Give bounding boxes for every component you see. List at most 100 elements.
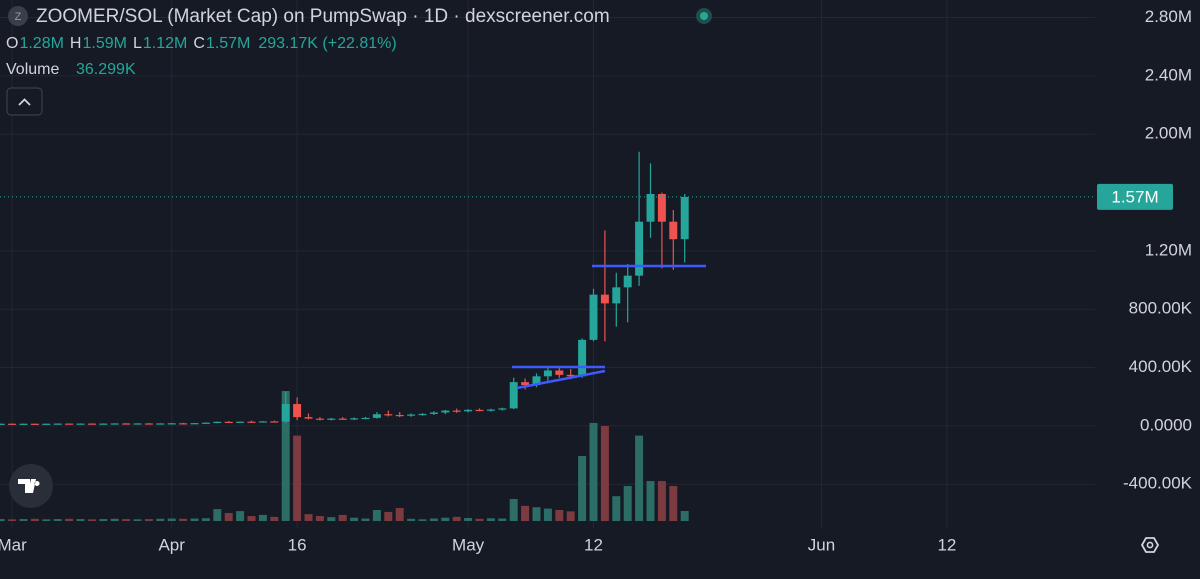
candle-body (201, 422, 210, 424)
volume-bar (407, 518, 416, 521)
candle-body (167, 423, 176, 425)
volume-bar (441, 517, 450, 521)
volume-bar (270, 516, 279, 521)
candle-body (395, 414, 404, 417)
volume-bar (42, 519, 51, 521)
volume-bar (156, 518, 165, 521)
candle-body (646, 193, 655, 222)
volume-bar (236, 511, 245, 521)
collapse-button[interactable] (6, 87, 43, 116)
volume-bar (612, 496, 621, 521)
candle-body (258, 421, 267, 423)
candle-body (429, 412, 438, 414)
caret-icon (18, 98, 31, 106)
volume-bar (293, 435, 302, 521)
candle-body (532, 376, 541, 386)
volume-bar (589, 422, 598, 521)
candle-body (281, 404, 290, 422)
candle-body (247, 421, 256, 423)
volume-bar (543, 508, 552, 521)
volume-bar (327, 517, 336, 521)
legend-key: O (6, 35, 18, 52)
candle-body (236, 421, 245, 423)
volume-value: 36.299K (76, 61, 136, 78)
volume-bar (475, 518, 484, 521)
candle-body (589, 294, 598, 340)
candle-body (76, 423, 85, 425)
candle-body (441, 410, 450, 413)
candle-body (190, 423, 199, 425)
volume-bar (566, 511, 575, 521)
candle-body (53, 423, 62, 425)
volume-bar (190, 518, 199, 521)
volume-bar (76, 519, 85, 521)
x-tick-label: Jun (808, 535, 835, 554)
legend-key: C (193, 35, 205, 52)
candle-body (30, 423, 39, 425)
settings-icon[interactable] (1140, 537, 1160, 553)
volume-bar (338, 514, 347, 521)
candle-body (144, 423, 153, 425)
volume-bar (110, 518, 119, 521)
candle-body (543, 370, 552, 377)
legend-value: 1.57M (206, 35, 250, 52)
candle-body (133, 423, 142, 425)
y-tick-label: 1.20M (1145, 240, 1192, 259)
settings-icon-center (1146, 541, 1154, 549)
legend-key: H (70, 35, 82, 52)
volume-bar (669, 486, 678, 521)
volume-bar (395, 508, 404, 521)
candle-body (350, 418, 359, 420)
candle-body (99, 423, 108, 425)
grid (0, 0, 1095, 528)
candle-body (65, 423, 74, 425)
legend-key: L (133, 35, 142, 52)
candle-body (623, 275, 632, 288)
status-dot (700, 12, 708, 20)
x-tick-label: Mar (0, 535, 27, 554)
volume-bar (0, 519, 5, 521)
y-tick-label: 2.40M (1145, 65, 1192, 84)
candle-body (555, 370, 564, 375)
x-tick-label: Apr (158, 535, 185, 554)
legend-value: 1.28M (19, 35, 63, 52)
volume-bar (201, 518, 210, 521)
volume-bar (133, 519, 142, 521)
candle-body (270, 421, 279, 423)
volume-bar (578, 456, 587, 521)
source-icon (8, 6, 28, 26)
candle-body (122, 423, 131, 425)
x-tick-label: 16 (288, 535, 307, 554)
y-tick-label: -400.00K (1123, 474, 1193, 493)
volume-bar (521, 505, 530, 521)
candle-body (224, 421, 233, 424)
volume-bar (532, 507, 541, 521)
volume-bar (555, 509, 564, 521)
legend-value: 1.59M (82, 35, 126, 52)
candle-body (464, 409, 473, 412)
trendline (516, 369, 606, 390)
source-icon-letter: Z (15, 11, 22, 23)
volume-bar (384, 511, 393, 521)
change-value: 293.17K (+22.81%) (258, 35, 396, 52)
candle-body (293, 404, 302, 418)
candle-body (680, 196, 689, 240)
candle-body (486, 409, 495, 411)
candle-body (509, 382, 518, 409)
volume-bar (213, 509, 222, 521)
last-price-label: 1.57M (1111, 187, 1158, 206)
candle-body (566, 374, 575, 377)
volume-bar (429, 518, 438, 521)
candle-body (657, 193, 666, 222)
volume-bar (452, 516, 461, 521)
volume-bar (350, 517, 359, 521)
candle-body (87, 423, 96, 425)
volume-bar (99, 519, 108, 521)
candle-body (578, 339, 587, 377)
last-price-tag (1097, 183, 1173, 210)
candle-body (418, 413, 427, 416)
candle-body (475, 409, 484, 412)
